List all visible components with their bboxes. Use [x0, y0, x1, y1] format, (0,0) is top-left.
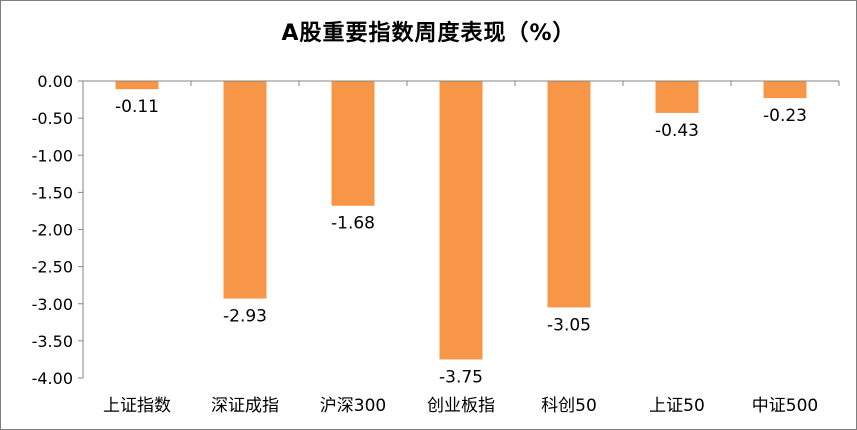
- y-tick-label: 0.00: [37, 72, 73, 91]
- bar-科创50: [547, 81, 591, 308]
- y-tick-label: -3.00: [32, 295, 73, 314]
- category-label: 上证指数: [103, 396, 171, 416]
- bar-中证500: [763, 81, 807, 99]
- category-label: 科创50: [541, 396, 597, 416]
- data-label: -3.05: [547, 315, 591, 335]
- chart-title: A股重要指数周度表现（%）: [281, 21, 576, 46]
- data-label: -0.11: [115, 97, 159, 117]
- bar-上证指数: [115, 81, 159, 90]
- category-label: 上证50: [649, 396, 705, 416]
- y-tick-label: -4.00: [32, 369, 73, 388]
- bar-上证50: [655, 81, 699, 113]
- x-axis: 上证指数 深证成指 沪深300 创业板指 科创50 上证50 中证500: [82, 80, 840, 416]
- data-label: -2.93: [223, 307, 267, 327]
- y-tick-label: -2.50: [32, 258, 73, 277]
- y-axis: 0.00 -0.50 -1.00 -1.50 -2.00 -2.50 -3.00 -3.50 -…: [32, 72, 84, 388]
- y-tick-label: -2.00: [32, 221, 73, 240]
- category-label: 深证成指: [211, 396, 279, 416]
- y-tick-label: -1.50: [32, 183, 73, 202]
- data-label: -3.75: [439, 367, 483, 387]
- category-label: 创业板指: [427, 396, 495, 416]
- category-label: 沪深300: [320, 396, 386, 416]
- y-tick-label: -0.50: [32, 109, 73, 128]
- data-label: -0.23: [763, 106, 807, 126]
- y-tick-label: -3.50: [32, 332, 73, 351]
- bar-创业板指: [439, 81, 483, 360]
- y-tick-label: -1.00: [32, 146, 73, 165]
- category-label: 中证500: [752, 396, 818, 416]
- data-label: -0.43: [655, 121, 699, 141]
- bar-沪深300: [331, 81, 375, 206]
- data-labels: -0.11 -2.93 -1.68 -3.75 -3.05 -0.43 -0.23: [115, 97, 807, 387]
- bars: [115, 81, 807, 360]
- bar-深证成指: [223, 81, 267, 299]
- data-label: -1.68: [331, 214, 375, 234]
